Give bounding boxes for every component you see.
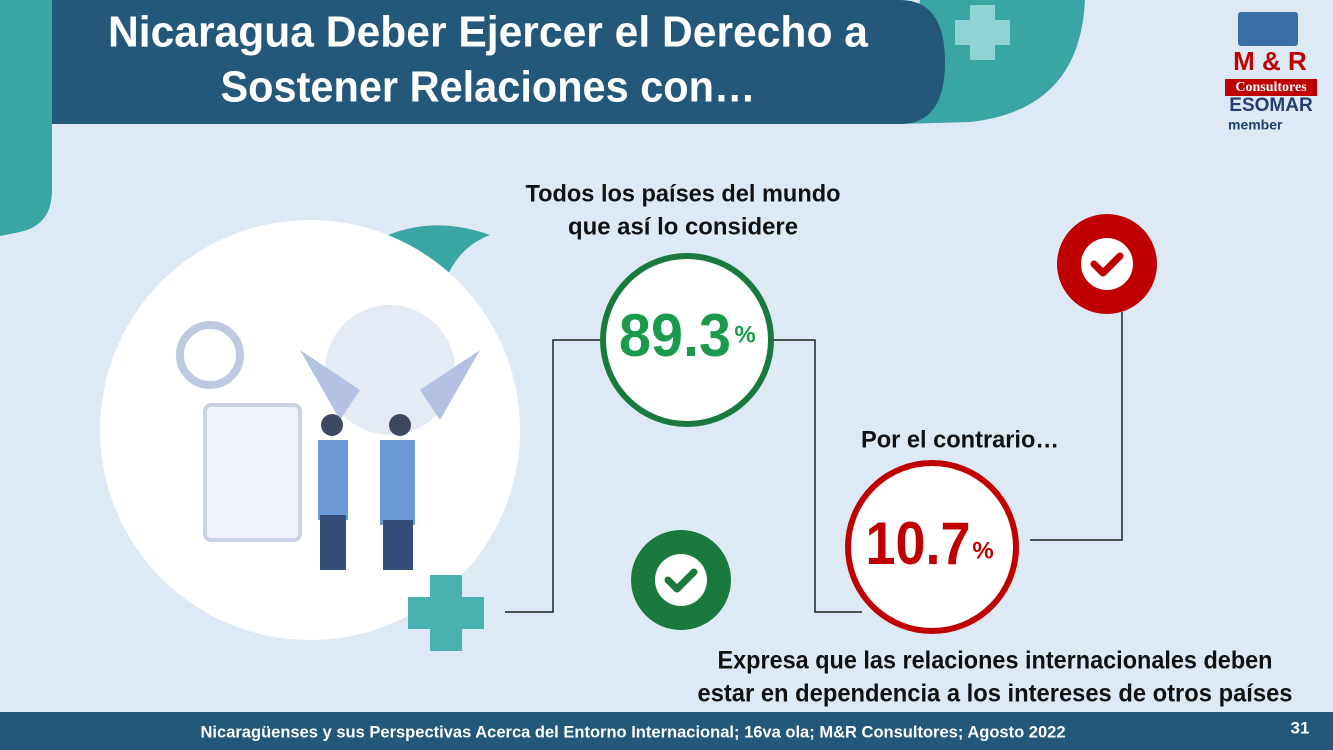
logo-subbrand: Consultores [1235, 80, 1307, 95]
logo-membership: member [1228, 117, 1283, 133]
stat-unit: % [734, 321, 755, 348]
stat-value: 10.7 [866, 510, 971, 577]
connector [772, 339, 862, 613]
title-line: Sostener Relaciones con… [221, 63, 756, 112]
footer-source: Nicaragüenses y sus Perspectivas Acerca … [201, 722, 1066, 741]
stat-value: 89.3 [619, 302, 731, 369]
stat-circle [600, 253, 774, 427]
check-icon [631, 530, 731, 630]
logo-graphic [1238, 12, 1298, 46]
plus-icon [955, 5, 1010, 60]
title-banner [0, 0, 945, 124]
stat-circle [845, 460, 1019, 634]
logo-bar [1225, 79, 1317, 96]
plus-icon [408, 575, 484, 651]
illustration [176, 305, 480, 570]
logo-brand: M & R [1233, 46, 1307, 76]
logo-association: ESOMAR [1229, 95, 1313, 116]
stat-description: estar en dependencia a los intereses de … [698, 680, 1293, 708]
teal-arc [900, 0, 1085, 124]
stat-description: Expresa que las relaciones internacional… [718, 647, 1273, 675]
stat-unit: % [972, 537, 993, 564]
title-line: Nicaragua Deber Ejercer el Derecho a [108, 8, 869, 57]
stat-label: Todos los países del mundo [526, 180, 841, 207]
page-number: 31 [1291, 718, 1310, 737]
connector [505, 339, 602, 613]
logo: M & R Consultores ESOMAR member [1225, 12, 1317, 133]
stat-label: Por el contrario… [861, 426, 1059, 453]
check-icon [1057, 214, 1157, 314]
teal-strip [0, 0, 52, 236]
stat-label: que así lo considere [568, 213, 798, 240]
footer-bar [0, 712, 1333, 750]
connector [1030, 312, 1123, 541]
